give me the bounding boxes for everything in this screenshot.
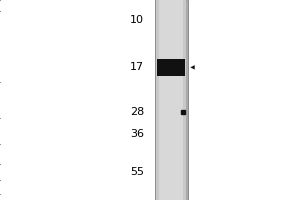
Text: 36: 36 <box>130 129 144 139</box>
Bar <box>159 0 183 200</box>
Bar <box>156 0 186 200</box>
Text: 17: 17 <box>130 62 144 72</box>
Text: 55: 55 <box>130 167 144 177</box>
Text: 10: 10 <box>130 15 144 25</box>
Bar <box>154 0 188 200</box>
Bar <box>157 59 185 76</box>
Text: 28: 28 <box>130 107 144 117</box>
